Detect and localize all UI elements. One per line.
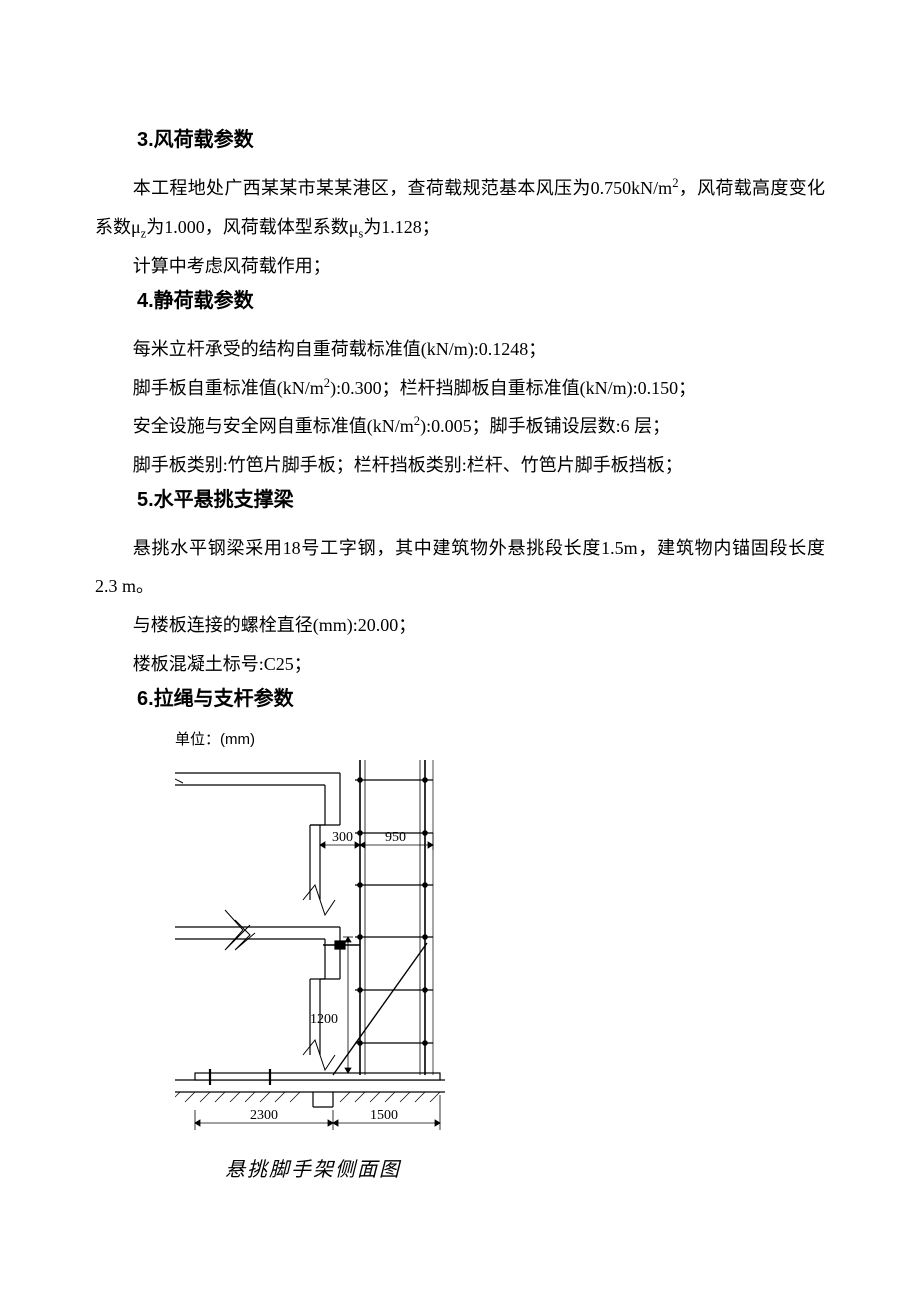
figure-caption: 悬挑脚手架侧面图 bbox=[225, 1153, 825, 1182]
s4-paragraph-1: 每米立杆承受的结构自重荷载标准值(kN/m):0.1248； bbox=[95, 330, 825, 369]
s4-paragraph-2: 脚手板自重标准值(kN/m2):0.300；栏杆挡脚板自重标准值(kN/m):0… bbox=[95, 369, 825, 408]
s5-paragraph-2: 与楼板连接的螺栓直径(mm):20.00； bbox=[95, 606, 825, 645]
dim-1200: 1200 bbox=[310, 1012, 338, 1027]
s4-paragraph-3: 安全设施与安全网自重标准值(kN/m2):0.005；脚手板铺设层数:6 层； bbox=[95, 407, 825, 446]
s4-paragraph-4: 脚手板类别:竹笆片脚手板；栏杆挡板类别:栏杆、竹笆片脚手板挡板； bbox=[95, 446, 825, 485]
section-4-heading: 4.静荷载参数 bbox=[95, 286, 825, 316]
section-5-heading: 5.水平悬挑支撑梁 bbox=[95, 485, 825, 515]
text: 本工程地处广西某某市某某港区，查荷载规范基本风压为0.750kN/m bbox=[133, 178, 672, 198]
figure-container: 单位：(mm) bbox=[175, 728, 825, 1182]
dim-950: 950 bbox=[385, 830, 406, 845]
text: 安全设施与安全网自重标准值(kN/m bbox=[133, 416, 414, 436]
section-3-heading: 3.风荷载参数 bbox=[95, 125, 825, 155]
text: 为1.000，风荷载体型系数μ bbox=[146, 217, 358, 237]
s5-paragraph-3: 楼板混凝土标号:C25； bbox=[95, 645, 825, 684]
figure-unit-label: 单位：(mm) bbox=[175, 728, 825, 749]
document-page: 3.风荷载参数 本工程地处广西某某市某某港区，查荷载规范基本风压为0.750kN… bbox=[0, 0, 920, 1302]
section-6-heading: 6.拉绳与支杆参数 bbox=[95, 684, 825, 714]
s5-paragraph-1: 悬挑水平钢梁采用18号工字钢，其中建筑物外悬挑段长度1.5m，建筑物内锚固段长度… bbox=[95, 529, 825, 606]
text: 为1.128； bbox=[363, 217, 440, 237]
dim-300: 300 bbox=[332, 830, 353, 845]
s3-paragraph-2: 计算中考虑风荷载作用； bbox=[95, 247, 825, 286]
text: ):0.005；脚手板铺设层数:6 层； bbox=[420, 416, 670, 436]
dim-1500: 1500 bbox=[370, 1108, 398, 1123]
text: 脚手板自重标准值(kN/m bbox=[133, 378, 324, 398]
text: ):0.300；栏杆挡脚板自重标准值(kN/m):0.150； bbox=[330, 378, 696, 398]
scaffold-side-view-diagram: 300 950 1200 2300 bbox=[175, 755, 465, 1145]
s3-paragraph-1: 本工程地处广西某某市某某港区，查荷载规范基本风压为0.750kN/m2，风荷载高… bbox=[95, 169, 825, 247]
dim-2300: 2300 bbox=[250, 1108, 278, 1123]
